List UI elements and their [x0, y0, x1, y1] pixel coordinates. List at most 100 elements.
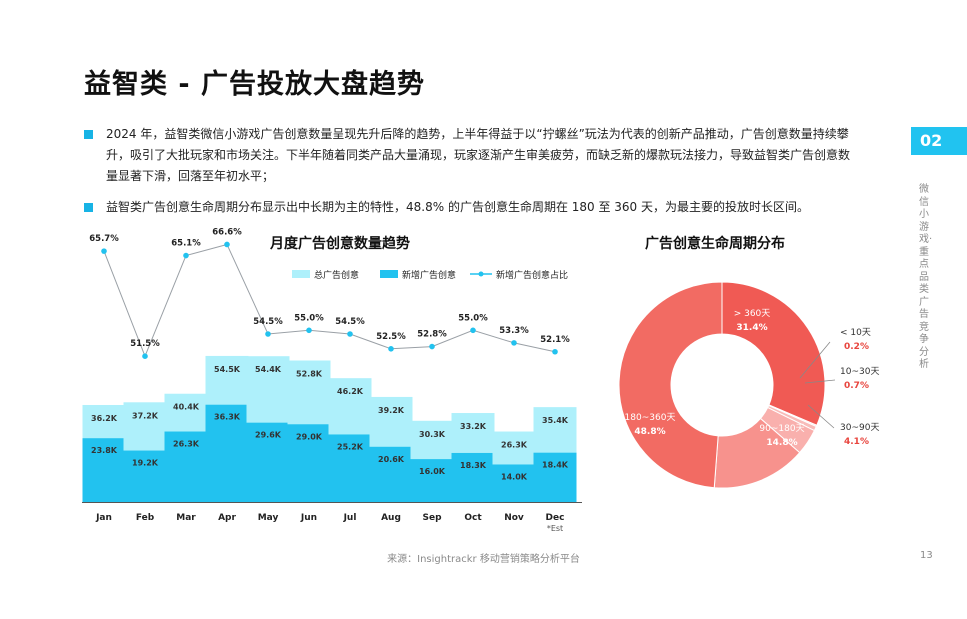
summary-bullets: 2024 年，益智类微信小游戏广告创意数量呈现先升后降的趋势，上半年得益于以“拧…: [84, 124, 854, 228]
bar-total-Aug: [369, 396, 413, 502]
bar-total-label: 33.2K: [460, 422, 487, 431]
bar-total-label: 54.4K: [255, 365, 282, 374]
bar-new-Dec: [533, 452, 577, 502]
bar-total-Nov: [492, 431, 536, 502]
bar-total-label: 52.8K: [296, 369, 323, 378]
bar-new-Aug: [369, 446, 413, 502]
ratio-label: 55.0%: [294, 313, 324, 323]
ratio-point: [265, 331, 271, 337]
donut-inner-category: 180~360天: [625, 413, 676, 423]
bar-total-Jul: [328, 378, 372, 502]
bar-new-Oct: [451, 452, 495, 502]
donut-slice-0: [721, 281, 826, 426]
ratio-point: [347, 331, 353, 337]
x-tick-label: Dec: [546, 513, 565, 523]
donut-leader-line: [807, 404, 835, 429]
bar-total-Jun: [287, 360, 331, 502]
x-tick-note: *Est: [547, 524, 563, 533]
bar-total-Oct: [451, 413, 495, 502]
x-tick-label: Sep: [422, 513, 442, 523]
x-tick-label: Jan: [95, 513, 112, 523]
ratio-point: [429, 343, 435, 350]
ratio-line: [103, 243, 556, 358]
bar-new-label: 29.6K: [255, 431, 282, 440]
bar-new-Jun: [287, 424, 331, 502]
donut-outer-category: < 10天: [840, 328, 871, 338]
ratio-point: [101, 248, 107, 254]
bar-total-label: 37.2K: [132, 411, 159, 420]
bar-total-Feb: [123, 402, 167, 502]
bar-total-Jan: [82, 404, 126, 502]
donut-outer-value: 0.2%: [844, 342, 869, 352]
x-tick-label: Jul: [343, 513, 357, 523]
donut-inner-value: 31.4%: [736, 323, 767, 333]
ratio-point: [224, 241, 230, 248]
bar-new-Nov: [492, 464, 536, 502]
bar-total-label: 26.3K: [501, 441, 528, 450]
legend-label-0: 总广告创意: [314, 269, 359, 281]
bar-new-label: 36.3K: [214, 413, 241, 422]
bar-new-label: 20.6K: [378, 455, 405, 464]
bar-new-Sep: [410, 459, 454, 502]
donut-slice-1: [768, 404, 818, 428]
bar-total-Sep: [410, 420, 454, 502]
pie-chart-title: 广告创意生命周期分布: [645, 236, 785, 252]
ratio-label: 52.8%: [417, 330, 447, 340]
donut-inner-value: 14.8%: [766, 438, 797, 448]
bullet-square-icon: [84, 130, 93, 139]
donut-inner-category: > 360天: [734, 309, 771, 319]
donut-slice-4: [713, 417, 801, 489]
bullet-square-icon: [84, 203, 93, 212]
bar-total-May: [246, 356, 290, 502]
donut-inner-category: 90~180天: [759, 424, 804, 434]
ratio-label: 51.5%: [130, 339, 160, 349]
page-title: 益智类 - 广告投放大盘趋势: [84, 69, 426, 100]
bar-new-May: [246, 422, 290, 502]
legend-label-1: 新增广告创意: [402, 269, 456, 281]
section-number-badge: 02: [911, 127, 967, 155]
bar-total-Apr: [205, 355, 249, 502]
x-tick-label: Oct: [464, 513, 482, 523]
ratio-label: 54.5%: [253, 317, 283, 327]
ratio-label: 65.7%: [89, 234, 119, 244]
bar-new-label: 16.0K: [419, 467, 446, 476]
legend-swatch-0: [292, 270, 310, 278]
bar-new-label: 23.8K: [91, 446, 118, 455]
donut-outer-value: 4.1%: [844, 437, 869, 447]
donut-outer-category: 10~30天: [840, 367, 879, 377]
ratio-point: [470, 327, 476, 334]
ratio-label: 53.3%: [499, 326, 529, 336]
x-tick-label: Apr: [218, 513, 236, 523]
ratio-point: [388, 346, 394, 352]
legend-label-2: 新增广告创意占比: [496, 269, 568, 281]
bullet-2-text: 益智类广告创意生命周期分布显示出中长期为主的特性，48.8% 的广告创意生命周期…: [106, 200, 810, 214]
ratio-point: [511, 340, 517, 346]
bullet-2: 益智类广告创意生命周期分布显示出中长期为主的特性，48.8% 的广告创意生命周期…: [84, 197, 854, 218]
bar-new-label: 19.2K: [132, 459, 159, 468]
bar-new-label: 29.0K: [296, 432, 323, 441]
bar-new-label: 18.3K: [460, 461, 487, 470]
ratio-label: 52.1%: [540, 335, 570, 345]
bullet-1-text: 2024 年，益智类微信小游戏广告创意数量呈现先升后降的趋势，上半年得益于以“拧…: [106, 127, 851, 183]
ratio-point: [142, 353, 148, 360]
bar-new-label: 18.4K: [542, 461, 569, 470]
x-tick-label: May: [258, 513, 279, 523]
ratio-label: 52.5%: [376, 332, 406, 342]
ratio-label: 65.1%: [171, 239, 201, 249]
bar-total-label: 30.3K: [419, 430, 446, 439]
bar-total-Mar: [164, 393, 208, 502]
bullet-1: 2024 年，益智类微信小游戏广告创意数量呈现先升后降的趋势，上半年得益于以“拧…: [84, 124, 854, 187]
bar-new-label: 26.3K: [173, 440, 200, 449]
source-note: 来源：Insightrackr 移动营销策略分析平台: [387, 554, 580, 565]
bar-total-label: 39.2K: [378, 406, 405, 415]
bar-new-Jan: [82, 438, 126, 502]
section-vertical-title: 微信小游戏·重点品类广告竞争分析: [919, 184, 933, 370]
legend-dot-2: [478, 271, 484, 277]
bar-total-label: 54.5K: [214, 365, 241, 374]
bar-new-label: 14.0K: [501, 472, 528, 481]
x-tick-label: Mar: [176, 513, 196, 523]
bar-total-label: 46.2K: [337, 387, 364, 396]
ratio-point: [552, 348, 558, 355]
bar-total-label: 36.2K: [91, 414, 118, 423]
donut-outer-value: 0.7%: [844, 381, 869, 391]
